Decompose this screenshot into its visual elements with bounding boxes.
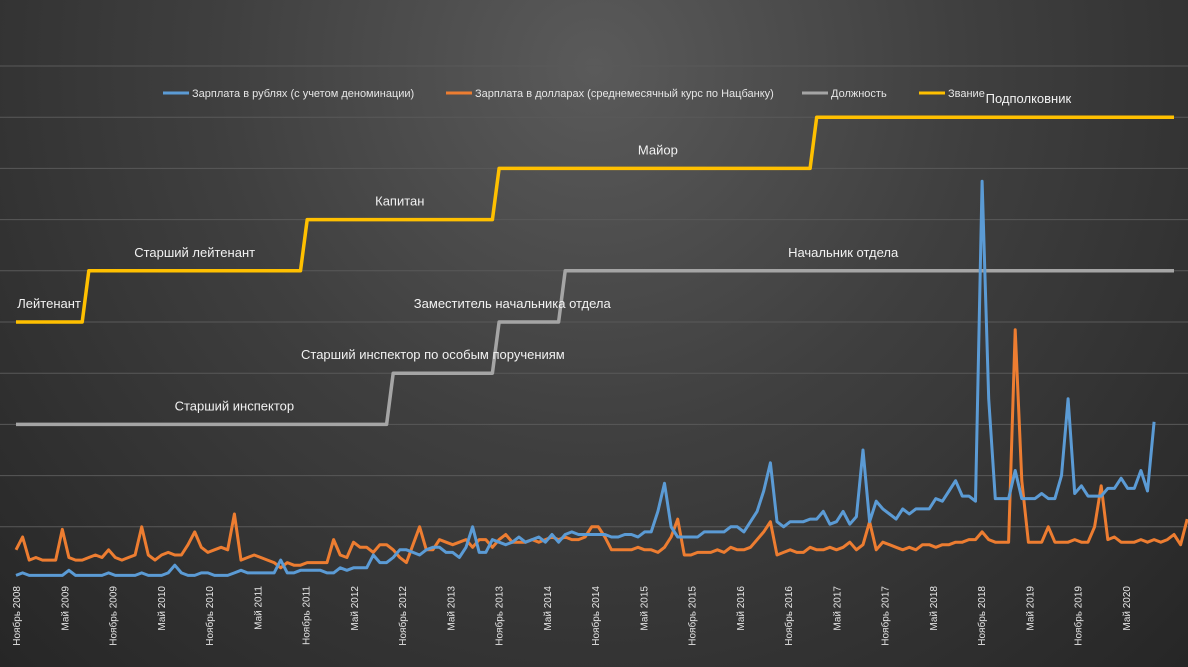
legend-label-rank: Звание (948, 88, 985, 100)
annotation-rank-2: Капитан (375, 194, 424, 209)
legend-label-salary_usd: Зарплата в долларах (среднемесячный курс… (475, 88, 774, 100)
x-tick-label: Ноябрь 2008 (11, 586, 23, 646)
x-tick-label: Май 2019 (1025, 586, 1036, 631)
legend-label-position: Должность (831, 88, 887, 100)
annotation-position-0: Старший инспектор (175, 398, 295, 413)
step-annotations: Лейтенант Старший лейтенант Капитан Майор По… (17, 91, 1071, 413)
annotation-position-1: Старший инспектор по особым поручениям (301, 347, 565, 362)
x-tick-label: Ноябрь 2011 (301, 586, 313, 645)
x-tick-label: Май 2020 (1122, 586, 1133, 631)
x-tick-label: Май 2018 (929, 586, 940, 631)
annotation-rank-3: Майор (638, 142, 678, 157)
x-tick-label: Май 2012 (350, 586, 361, 631)
series-line-position (16, 269, 1174, 427)
x-tick-label: Ноябрь 2014 (590, 586, 602, 646)
x-tick-label: Ноябрь 2016 (783, 586, 795, 646)
series-line-salary_rub (15, 179, 1156, 577)
annotation-rank-4: Подполковник (986, 91, 1072, 106)
annotation-rank-0: Лейтенант (17, 296, 81, 311)
x-tick-label: Май 2013 (446, 586, 457, 631)
x-tick-label: Ноябрь 2009 (108, 586, 120, 646)
x-tick-label: Ноябрь 2010 (204, 586, 216, 646)
annotation-position-3: Начальник отдела (788, 245, 899, 260)
x-tick-label: Ноябрь 2018 (976, 586, 988, 646)
x-tick-label: Ноябрь 2013 (494, 586, 506, 646)
x-tick-label: Ноябрь 2019 (1073, 586, 1085, 646)
series-layer (14, 115, 1188, 577)
x-axis-ticks: Ноябрь 2008 Май 2009 Ноябрь 2009 Май 2010 Но… (11, 586, 1133, 646)
series-line-salary_usd (14, 328, 1188, 570)
legend-label-salary_rub: Зарплата в рублях (с учетом деноминации) (192, 88, 414, 100)
x-tick-label: Май 2014 (543, 586, 554, 631)
x-tick-label: Май 2016 (736, 586, 747, 631)
x-tick-label: Май 2009 (60, 586, 71, 631)
x-tick-label: Ноябрь 2017 (880, 586, 892, 646)
x-tick-label: Май 2011 (253, 586, 264, 630)
x-tick-label: Май 2015 (639, 586, 650, 631)
annotation-position-2: Заместитель начальника отдела (414, 296, 612, 311)
annotation-rank-1: Старший лейтенант (134, 245, 255, 260)
legend: Зарплата в рублях (с учетом деноминации)… (163, 88, 985, 100)
x-tick-label: Ноябрь 2015 (687, 586, 699, 646)
x-tick-label: Май 2017 (832, 586, 843, 631)
series-line-rank (16, 115, 1174, 324)
x-tick-label: Ноябрь 2012 (397, 586, 409, 646)
x-tick-label: Май 2010 (157, 586, 168, 631)
